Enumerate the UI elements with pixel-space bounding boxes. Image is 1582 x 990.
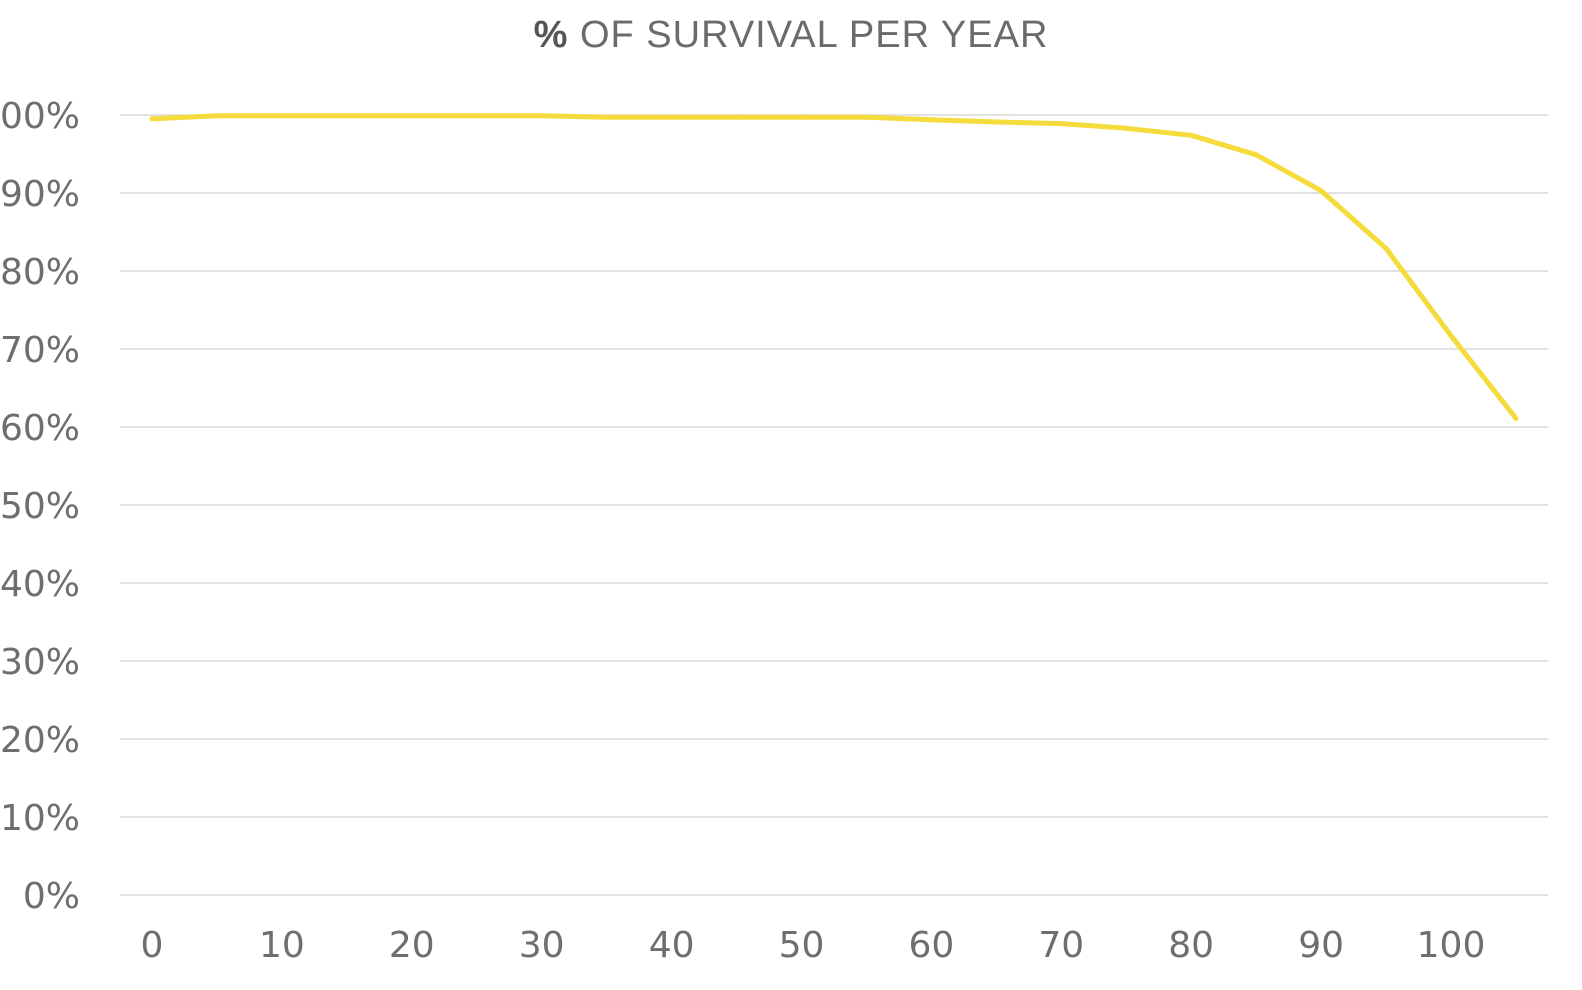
y-tick-label: 50% — [0, 486, 80, 527]
series-line-0 — [149, 113, 1519, 421]
data-point — [1123, 125, 1129, 131]
x-axis-ticks: 0 10 20 30 40 50 60 70 80 90 100 — [141, 925, 1486, 966]
x-tick-label: 70 — [1038, 925, 1084, 966]
data-point — [863, 114, 869, 120]
y-axis-ticks: 0% 10% 20% 30% 40% 50% 60% 70% 80% 90% 100% — [0, 96, 80, 917]
data-point — [604, 114, 610, 120]
y-tick-label: 0% — [23, 876, 80, 917]
y-tick-label: 40% — [0, 564, 80, 605]
data-point — [474, 113, 480, 119]
y-tick-label: 30% — [0, 642, 80, 683]
data-point — [1188, 132, 1194, 138]
x-tick-label: 60 — [908, 925, 954, 966]
x-tick-label: 50 — [779, 925, 825, 966]
y-tick-label: 70% — [0, 330, 80, 371]
y-tick-label: 90% — [0, 174, 80, 215]
data-point — [409, 113, 415, 119]
x-tick-label: 90 — [1298, 925, 1344, 966]
data-point — [1318, 188, 1324, 194]
data-point — [214, 113, 220, 119]
data-point — [1253, 152, 1259, 158]
chart-title-symbol: % — [533, 14, 569, 56]
y-tick-label: 10% — [0, 798, 80, 839]
data-point — [669, 114, 675, 120]
data-point — [734, 114, 740, 120]
data-point — [539, 113, 545, 119]
data-point — [1383, 245, 1389, 251]
x-tick-label: 20 — [389, 925, 435, 966]
x-tick-label: 80 — [1168, 925, 1214, 966]
data-point — [799, 114, 804, 120]
gridlines — [120, 114, 1548, 896]
data-point — [993, 119, 999, 125]
data-point — [149, 116, 155, 122]
chart-title: % OF SURVIVAL PER YEAR — [0, 14, 1582, 57]
data-point — [928, 117, 934, 123]
x-tick-label: 30 — [519, 925, 565, 966]
x-tick-label: 0 — [141, 925, 164, 966]
x-tick-label: 40 — [649, 925, 695, 966]
data-point — [344, 113, 350, 119]
data-point — [279, 113, 285, 119]
y-tick-label: 60% — [0, 408, 80, 449]
x-tick-label: 100 — [1417, 925, 1486, 966]
chart-title-text: OF SURVIVAL PER YEAR — [579, 14, 1049, 56]
y-tick-label: 80% — [0, 252, 80, 293]
data-point — [1448, 333, 1454, 339]
data-point — [1513, 415, 1519, 421]
x-tick-label: 10 — [259, 925, 305, 966]
data-point — [1058, 121, 1064, 127]
y-tick-label: 100% — [0, 96, 80, 137]
y-tick-label: 20% — [0, 720, 80, 761]
series-group — [149, 113, 1519, 421]
